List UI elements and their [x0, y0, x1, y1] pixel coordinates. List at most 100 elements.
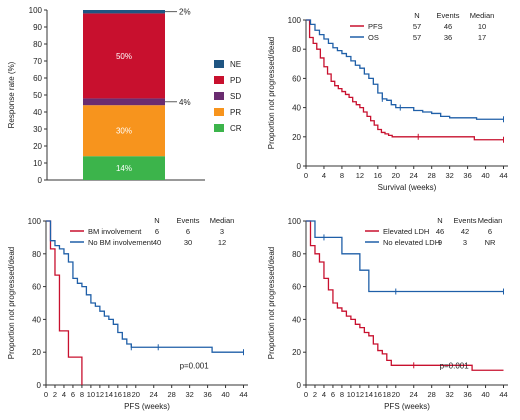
legend-n-0: 46: [436, 227, 444, 236]
legend-median-1: 12: [218, 238, 226, 247]
x-tick-label: 20: [392, 390, 400, 399]
legend-n-0: 6: [155, 227, 159, 236]
x-tick-label: 24: [410, 171, 418, 180]
legend-swatch-cr: [214, 124, 224, 132]
x-tick-label: 8: [340, 171, 344, 180]
x-tick-label: 12: [356, 390, 364, 399]
data-label-pd: 50%: [116, 52, 132, 61]
x-tick-label: 44: [239, 390, 247, 399]
legend-events-0: 6: [186, 227, 190, 236]
x-tick-label: 40: [481, 171, 489, 180]
x-tick-label: 18: [123, 390, 131, 399]
legend-label-pd: PD: [230, 76, 241, 85]
y-tick-label: 60: [32, 283, 41, 292]
legend-header-median: Median: [478, 216, 503, 225]
x-tick-label: 0: [304, 390, 308, 399]
y-tick-label: 40: [292, 104, 301, 113]
y-tick-label: 100: [288, 217, 302, 226]
bar-segment-ne: [83, 10, 165, 14]
legend-n-1: 9: [438, 238, 442, 247]
x-tick-label: 0: [44, 390, 48, 399]
legend-swatch-pd: [214, 76, 224, 84]
y-tick-label: 60: [292, 74, 301, 83]
legend-label-sd: SD: [230, 92, 241, 101]
data-label-pr: 30%: [116, 127, 132, 136]
x-tick-label: 44: [499, 390, 507, 399]
legend-median-1: 17: [478, 33, 486, 42]
y-tick-label: 40: [292, 315, 301, 324]
y-tick-label: 40: [33, 108, 42, 117]
y-tick-label: 0: [37, 381, 42, 390]
legend-label-pr: PR: [230, 108, 241, 117]
y-tick-label: 0: [38, 176, 43, 185]
legend-n-0: 57: [413, 22, 421, 31]
legend-n-1: 40: [153, 238, 161, 247]
bar-segment-pr: [83, 105, 165, 157]
km-curve-1: [46, 220, 244, 353]
legend-label-0: PFS: [368, 22, 383, 31]
y-tick-label: 80: [292, 250, 301, 259]
x-tick-label: 36: [203, 390, 211, 399]
y-tick-label: 30: [33, 125, 42, 134]
y-tick-label: 20: [33, 142, 42, 151]
km-curve-1: [306, 220, 504, 293]
x-tick-label: 44: [499, 171, 507, 180]
x-tick-label: 8: [340, 390, 344, 399]
legend-header-events: Events: [454, 216, 477, 225]
x-tick-label: 18: [383, 390, 391, 399]
x-tick-label: 10: [347, 390, 355, 399]
x-tick-label: 32: [185, 390, 193, 399]
x-tick-label: 36: [463, 171, 471, 180]
x-tick-label: 20: [392, 171, 400, 180]
legend-header-n: N: [437, 216, 442, 225]
x-tick-label: 4: [322, 171, 326, 180]
x-tick-label: 28: [428, 390, 436, 399]
legend-n-1: 57: [413, 33, 421, 42]
legend-label-1: OS: [368, 33, 379, 42]
x-tick-label: 0: [304, 171, 308, 180]
y-axis-label: Proportion not progressed/dead: [267, 247, 276, 360]
legend-header-events: Events: [177, 216, 200, 225]
km-curve-0: [46, 220, 83, 385]
x-tick-label: 20: [132, 390, 140, 399]
x-tick-label: 24: [150, 390, 158, 399]
legend-label-0: Elevated LDH: [383, 227, 429, 236]
x-tick-label: 40: [481, 390, 489, 399]
x-tick-label: 32: [445, 390, 453, 399]
bar-segment-cr: [83, 156, 165, 180]
y-tick-label: 20: [292, 348, 301, 357]
x-tick-label: 8: [80, 390, 84, 399]
legend-header-n: N: [154, 216, 159, 225]
x-tick-label: 16: [374, 171, 382, 180]
legend-header-median: Median: [470, 11, 495, 20]
legend-median-0: 3: [220, 227, 224, 236]
legend-swatch-pr: [214, 108, 224, 116]
y-tick-label: 80: [32, 250, 41, 259]
x-tick-label: 40: [221, 390, 229, 399]
data-label-sd: 4%: [179, 98, 191, 107]
legend-events-1: 3: [463, 238, 467, 247]
x-tick-label: 6: [331, 390, 335, 399]
y-tick-label: 50: [33, 91, 42, 100]
x-tick-label: 4: [62, 390, 66, 399]
km-curve-0: [306, 19, 504, 141]
y-tick-label: 0: [297, 162, 302, 171]
x-tick-label: 6: [71, 390, 75, 399]
legend-header-events: Events: [437, 11, 460, 20]
legend-events-0: 42: [461, 227, 469, 236]
legend-label-cr: CR: [230, 124, 242, 133]
y-axis-label: Proportion not progressed/dead: [267, 37, 276, 150]
x-tick-label: 28: [168, 390, 176, 399]
x-tick-label: 16: [114, 390, 122, 399]
x-tick-label: 16: [374, 390, 382, 399]
y-tick-label: 10: [33, 159, 42, 168]
y-tick-label: 20: [32, 348, 41, 357]
y-tick-label: 40: [32, 315, 41, 324]
legend-median-0: 10: [478, 22, 486, 31]
bar-segment-sd: [83, 98, 165, 106]
legend-label-1: No elevated LDH: [383, 238, 440, 247]
response-rate-chart: 0 10 20 30 40 50 60 70 80 90 100 Response rate (%) 1…: [7, 6, 242, 185]
legend-swatch-ne: [214, 60, 224, 68]
